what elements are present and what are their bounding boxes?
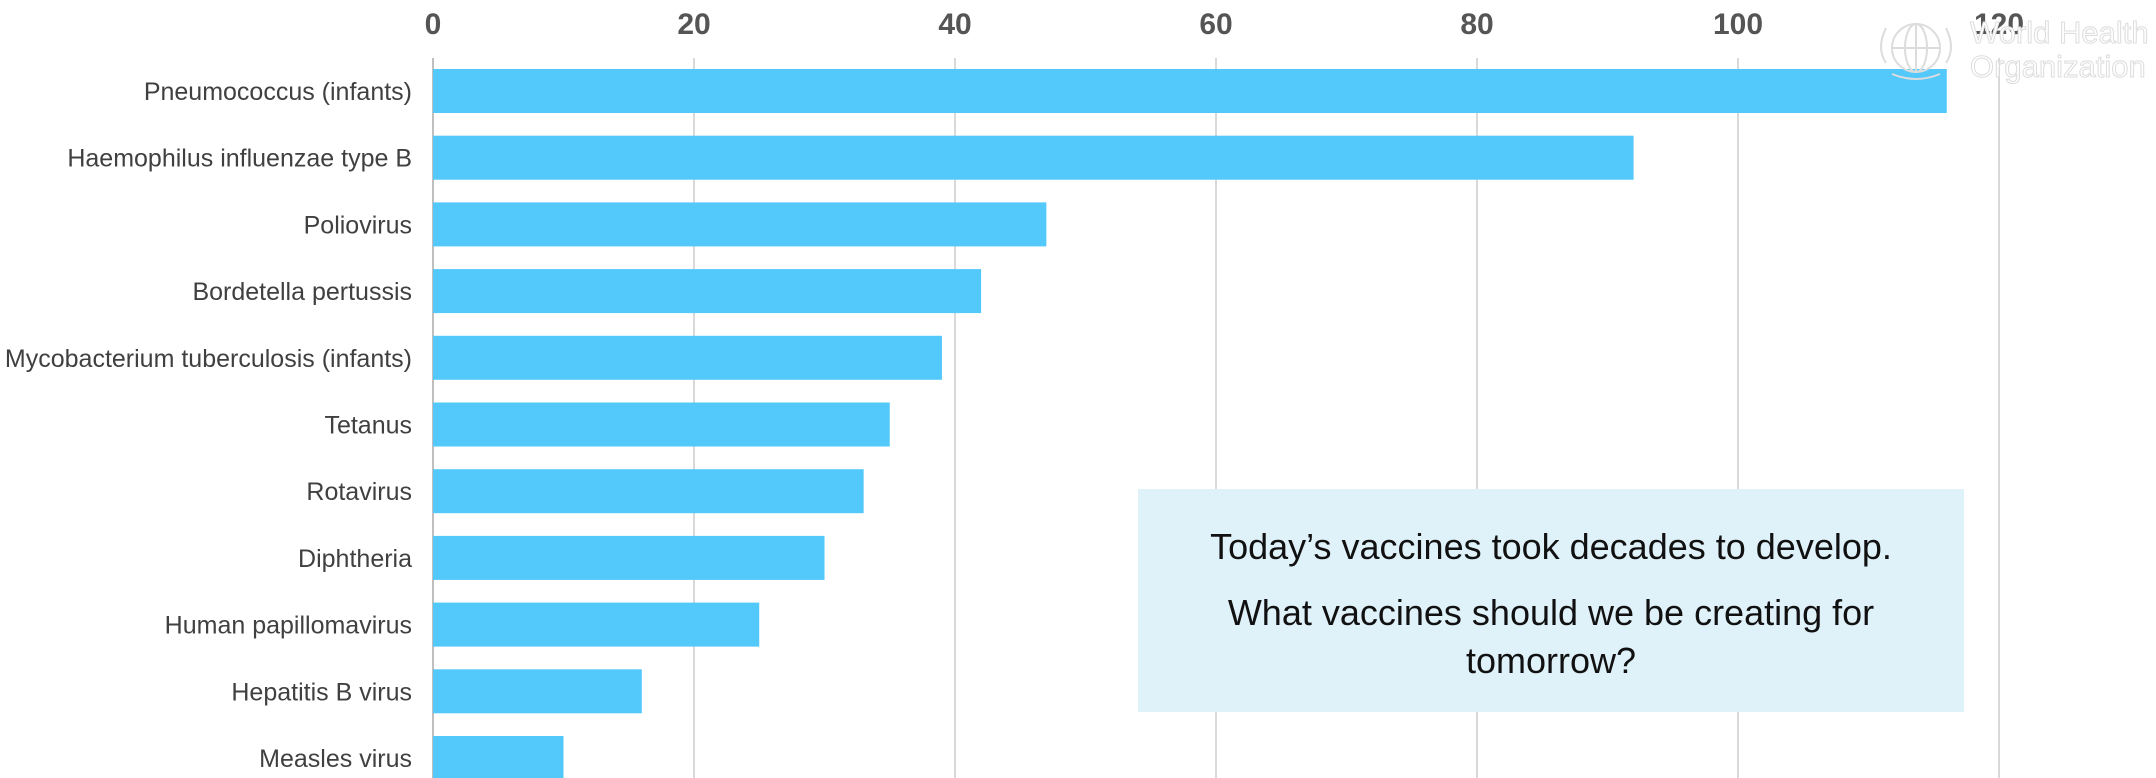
bar [433, 469, 864, 514]
x-tick-label: 100 [1713, 8, 1763, 41]
who-logo: World Health Organization [1866, 8, 2156, 88]
bar [433, 69, 1947, 113]
bars [433, 69, 1947, 778]
x-tick-label: 60 [1199, 8, 1232, 41]
bar [433, 535, 825, 580]
category-label: Rotavirus [306, 478, 412, 506]
who-logo-text: World Health Organization [1970, 15, 2150, 84]
x-axis-ticks: 0 20 40 60 80 100 120 [425, 8, 2024, 41]
x-tick-label: 120 [1974, 8, 2024, 41]
category-label: Human papillomavirus [165, 612, 412, 640]
who-emblem-icon [1880, 23, 1952, 80]
category-labels: Pneumococcus (infants) Haemophilus influe… [5, 78, 412, 773]
category-label: Bordetella pertussis [192, 278, 412, 306]
bar [433, 402, 890, 447]
category-label: Hepatitis B virus [231, 678, 412, 706]
who-logo-line1: World Health [1970, 15, 2150, 50]
x-tick-label: 0 [425, 8, 442, 41]
category-label: Tetanus [324, 412, 412, 440]
category-label: Pneumococcus (infants) [144, 78, 412, 106]
callout-line2: What vaccines should we be creating for … [1227, 592, 1875, 681]
who-logo-line2: Organization [1970, 49, 2147, 84]
category-label: Diphtheria [298, 545, 412, 573]
bar [433, 202, 1047, 247]
bar [433, 669, 642, 714]
category-label: Haemophilus influenzae type B [67, 145, 412, 173]
category-label: Mycobacterium tuberculosis (infants) [5, 345, 412, 373]
category-label: Poliovirus [304, 211, 412, 239]
x-tick-label: 40 [938, 8, 971, 41]
bar [433, 269, 982, 314]
x-tick-label: 80 [1460, 8, 1493, 41]
category-label: Measles virus [259, 745, 412, 773]
grid-lines [432, 58, 2000, 778]
callout-box: Today’s vaccines took decades to develop… [1138, 489, 1964, 712]
bar [433, 602, 760, 647]
x-tick-label: 20 [677, 8, 710, 41]
callout-line1: Today’s vaccines took decades to develop… [1210, 526, 1892, 567]
bar [433, 135, 1634, 180]
bar [433, 335, 942, 380]
bar [433, 736, 564, 778]
